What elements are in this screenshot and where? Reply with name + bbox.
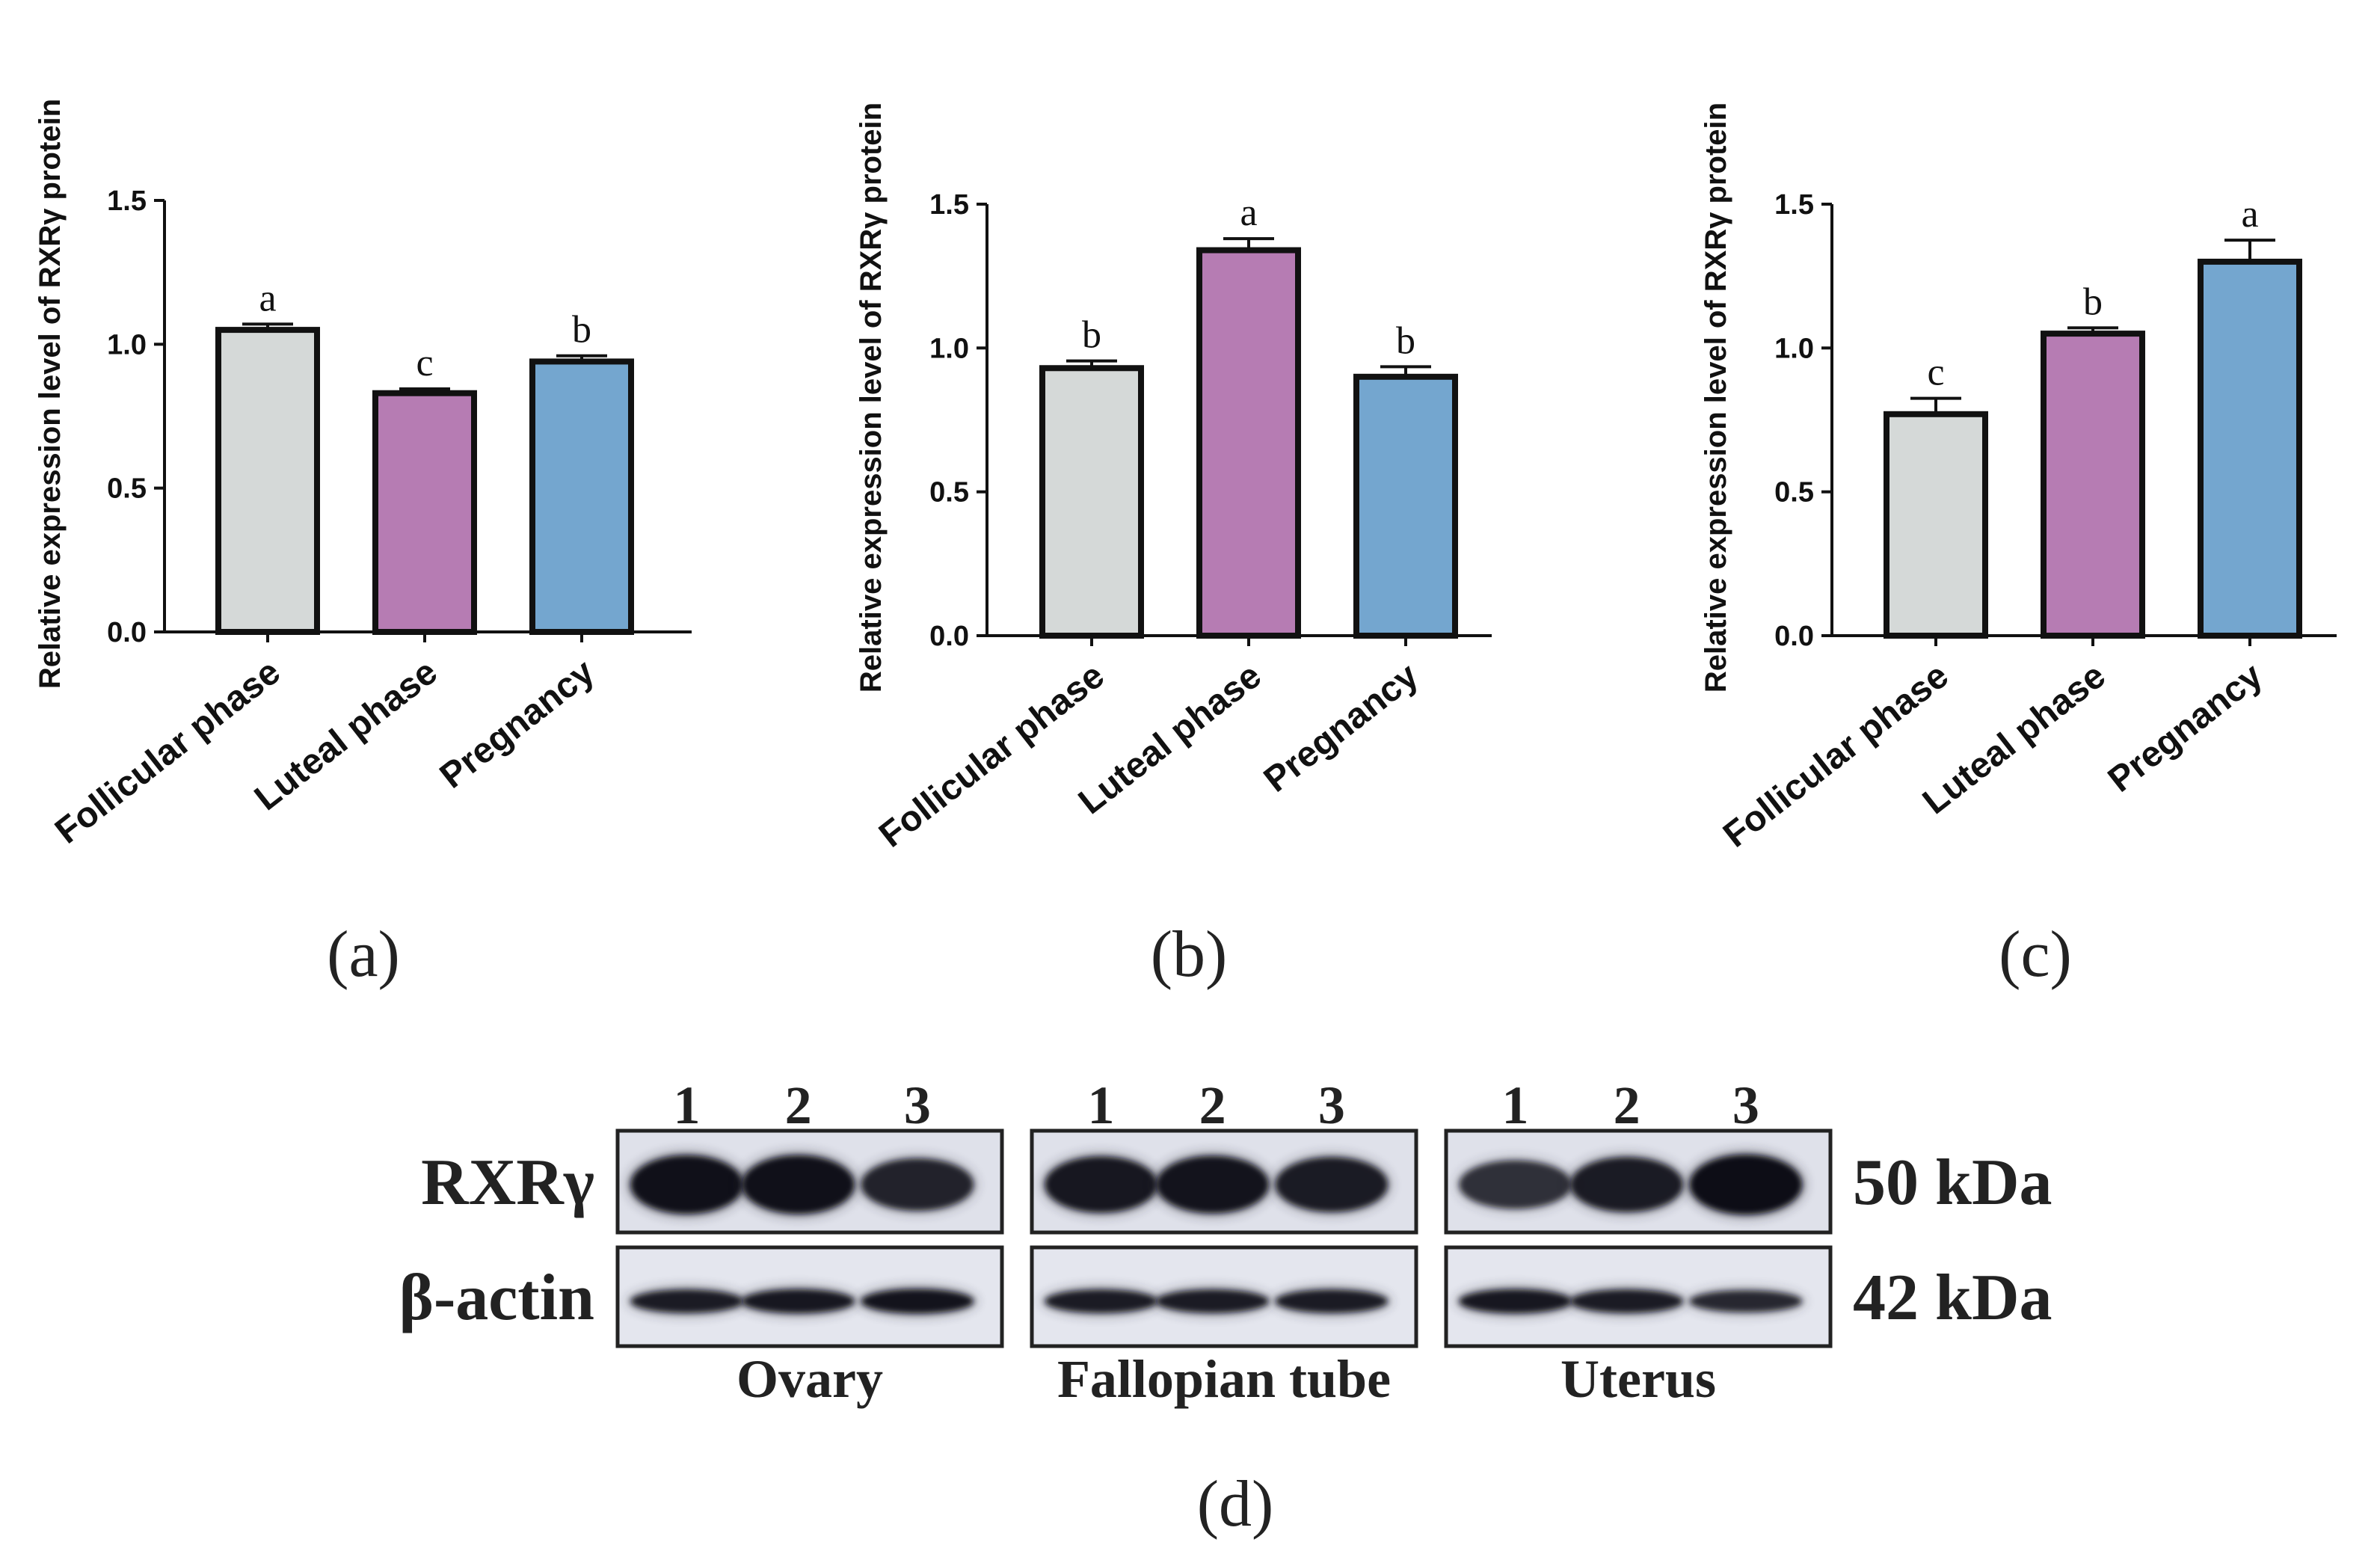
- protein-band: [630, 1289, 743, 1313]
- y-tick-label: 0.5: [1774, 477, 1814, 509]
- lane-number: 2: [1614, 1075, 1641, 1135]
- significance-label: b: [1396, 319, 1415, 362]
- y-tick-label: 0.0: [1774, 621, 1814, 652]
- category-label: Follicular phase: [48, 652, 288, 852]
- lane-number: 2: [1199, 1075, 1226, 1135]
- panel-label: (b): [1151, 918, 1228, 991]
- category-label: Pregnancy: [2101, 656, 2270, 800]
- y-axis-label: Relative expression level of RXRγ protei…: [855, 102, 888, 693]
- y-tick-label: 0.5: [107, 473, 147, 505]
- lane-number: 1: [1088, 1075, 1115, 1135]
- tissue-label: Ovary: [737, 1349, 883, 1409]
- protein-band: [1459, 1160, 1572, 1209]
- y-tick-label: 1.0: [929, 333, 969, 364]
- y-tick-label: 1.5: [929, 189, 969, 221]
- y-tick-label: 1.5: [1774, 189, 1814, 221]
- tissue-label: Uterus: [1560, 1349, 1716, 1409]
- panel-label: (d): [1197, 1468, 1274, 1541]
- category-label: Pregnancy: [1257, 656, 1426, 800]
- bar-charts: 0.0 0.5 1.0 1.5 Relative expression level of…: [34, 99, 2337, 991]
- protein-band: [1275, 1289, 1388, 1313]
- blot-row-label: β-actin: [399, 1262, 594, 1334]
- tissue-label: Fallopian tube: [1057, 1349, 1391, 1409]
- protein-band: [1045, 1289, 1157, 1313]
- significance-label: c: [1927, 351, 1944, 394]
- lane-number: 1: [1502, 1075, 1529, 1135]
- bar: [1196, 247, 1301, 639]
- y-axis-label: Relative expression level of RXRγ protei…: [34, 99, 67, 689]
- category-label: Follicular phase: [872, 656, 1112, 856]
- panel-label: (a): [327, 918, 400, 991]
- protein-band: [1570, 1157, 1683, 1212]
- lane-number: 1: [674, 1075, 701, 1135]
- significance-label: b: [2083, 280, 2103, 323]
- significance-label: c: [416, 342, 433, 384]
- category-label: Follicular phase: [1716, 656, 1956, 856]
- bar: [1353, 373, 1458, 639]
- western-blot: 1 2 3 1 2 3 1 2 3 RXRγ 50 kDa β-actin 42 kDa Ovary Fal…: [399, 1075, 2052, 1541]
- y-tick-label: 1.0: [1774, 333, 1814, 364]
- chart-3: 0.0 0.5 1.0 1.5 Relative expression level of…: [1700, 102, 2337, 991]
- y-tick-label: 0.0: [929, 621, 969, 652]
- band-size-label: 42 kDa: [1853, 1262, 2052, 1334]
- bar: [2198, 258, 2302, 639]
- category-label: Pregnancy: [433, 652, 602, 796]
- blot-row-label: RXRγ: [421, 1146, 594, 1219]
- y-tick-label: 1.0: [107, 329, 147, 360]
- protein-band: [1156, 1289, 1269, 1313]
- protein-band: [861, 1289, 974, 1314]
- y-tick-label: 1.5: [107, 185, 147, 217]
- significance-label: b: [1082, 314, 1101, 357]
- y-axis-label: Relative expression level of RXRγ protei…: [1700, 102, 1732, 693]
- band-size-label: 50 kDa: [1853, 1146, 2052, 1219]
- protein-band: [1275, 1157, 1388, 1212]
- chart-2: 0.0 0.5 1.0 1.5 Relative expression level of…: [855, 102, 1492, 991]
- bar: [529, 358, 634, 635]
- protein-band: [1689, 1290, 1802, 1312]
- protein-band: [1459, 1289, 1572, 1313]
- lane-number: 3: [904, 1075, 931, 1135]
- protein-band: [861, 1158, 974, 1211]
- protein-band: [742, 1155, 855, 1214]
- protein-band: [1156, 1155, 1269, 1214]
- significance-label: b: [572, 309, 591, 351]
- bar: [1039, 365, 1144, 639]
- bar: [372, 390, 477, 636]
- significance-label: a: [2241, 193, 2258, 236]
- bar: [215, 327, 320, 635]
- significance-label: a: [1240, 191, 1257, 234]
- protein-band: [1570, 1289, 1683, 1313]
- lane-number: 3: [1732, 1075, 1759, 1135]
- y-tick-label: 0.0: [107, 617, 147, 648]
- bar: [2041, 331, 2145, 639]
- protein-band: [630, 1155, 743, 1214]
- chart-1: 0.0 0.5 1.0 1.5 Relative expression level of…: [34, 99, 692, 991]
- protein-band: [1689, 1155, 1802, 1214]
- lane-number: 2: [785, 1075, 812, 1135]
- lane-number: 3: [1318, 1075, 1345, 1135]
- bar: [1884, 411, 1988, 639]
- significance-label: a: [259, 277, 276, 319]
- protein-band: [742, 1289, 855, 1313]
- y-tick-label: 0.5: [929, 477, 969, 509]
- protein-band: [1045, 1156, 1157, 1213]
- panel-label: (c): [1999, 918, 2072, 991]
